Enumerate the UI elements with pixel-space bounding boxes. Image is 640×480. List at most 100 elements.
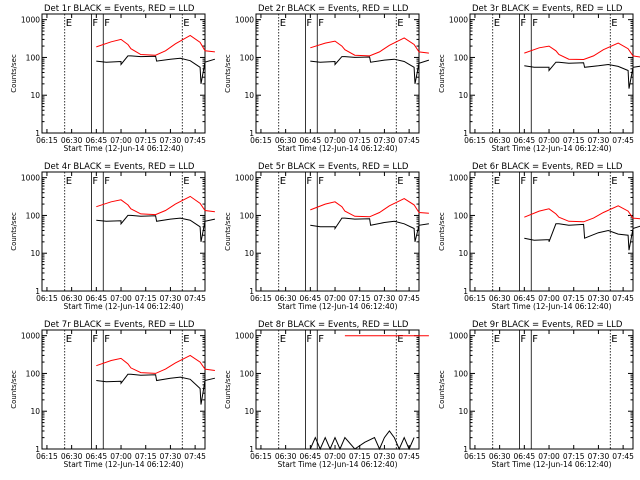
y-tick-label: 100 [454,369,469,378]
y-tick-label: 100 [26,211,41,220]
plot-frame [41,171,206,292]
x-tick-label: 06:45 [300,452,322,461]
x-tick-label: 07:00 [538,294,560,303]
x-tick-label: 07:30 [374,294,396,303]
series-lld [96,195,215,216]
x-axis-label: Start Time (12-Jun-14 06:12:40) [492,460,612,469]
marker-label: F [318,18,324,29]
y-tick-label: 1000 [21,332,40,341]
x-tick-label: 06:15 [464,136,486,145]
x-axis-label: Start Time (12-Jun-14 06:12:40) [492,302,612,311]
x-axis-label: Start Time (12-Jun-14 06:12:40) [64,460,184,469]
plot-frame [255,13,420,134]
plot-frame [255,171,420,292]
marker-label: E [397,176,403,187]
x-tick-label: 07:00 [324,136,346,145]
marker-label: E [66,334,72,345]
x-tick-label: 07:45 [612,452,634,461]
series-lld [524,42,640,61]
y-tick-label: 1 [35,287,40,296]
plot-frame [41,329,206,450]
x-tick-label: 07:00 [538,136,560,145]
y-tick-label: 10 [244,407,254,416]
x-tick-label: 07:30 [588,452,610,461]
panel-title: Det 5r BLACK = Events, RED = LLD [258,162,409,172]
marker-label: E [397,18,403,29]
x-tick-label: 06:45 [514,294,536,303]
y-tick-label: 1000 [21,174,40,183]
y-axis-label: Counts/sec [438,54,446,93]
y-tick-label: 1000 [235,332,254,341]
x-tick-label: 07:15 [563,452,585,461]
y-tick-label: 100 [240,53,255,62]
x-tick-label: 07:00 [324,452,346,461]
panel-det-8: Det 8r BLACK = Events, RED = LLD 1 10 100 10… [224,320,429,469]
x-tick-label: 06:45 [514,452,536,461]
x-tick-label: 06:30 [489,452,511,461]
marker-label: E [611,334,617,345]
marker-label: E [66,18,72,29]
marker-label: F [520,18,526,29]
y-tick-label: 1000 [449,16,468,25]
marker-label: E [611,176,617,187]
series-events [96,214,216,242]
series-events [309,430,415,451]
y-tick-label: 10 [244,249,254,258]
x-tick-label: 06:45 [86,136,108,145]
x-axis-label: Start Time (12-Jun-14 06:12:40) [278,460,398,469]
marker-label: F [318,176,324,187]
marker-label: E [280,18,286,29]
y-axis-label: Counts/sec [10,370,18,409]
panel-title: Det 8r BLACK = Events, RED = LLD [258,320,409,330]
x-tick-label: 07:00 [110,136,132,145]
x-tick-label: 07:45 [612,136,634,145]
marker-label: F [318,334,324,345]
marker-label: F [92,176,98,187]
marker-label: F [104,334,110,345]
x-tick-label: 07:45 [184,452,206,461]
y-tick-label: 10 [30,249,40,258]
x-tick-label: 06:30 [275,294,297,303]
marker-label: F [92,334,98,345]
y-tick-label: 10 [244,91,254,100]
x-tick-label: 06:45 [300,294,322,303]
x-tick-label: 06:45 [86,452,108,461]
marker-label: E [280,334,286,345]
x-tick-label: 06:15 [464,294,486,303]
y-tick-label: 1 [249,287,254,296]
panel-title: Det 9r BLACK = Events, RED = LLD [472,320,623,330]
x-tick-label: 07:15 [135,452,157,461]
x-tick-label: 07:45 [398,452,420,461]
series-lld [310,198,429,218]
x-axis-label: Start Time (12-Jun-14 06:12:40) [278,302,398,311]
x-tick-label: 06:15 [36,452,58,461]
y-axis-label: Counts/sec [10,54,18,93]
marker-label: E [494,334,500,345]
x-tick-label: 07:15 [349,136,371,145]
y-axis-label: Counts/sec [224,212,232,251]
x-tick-label: 07:30 [588,294,610,303]
x-tick-label: 07:45 [184,136,206,145]
x-tick-label: 07:00 [110,452,132,461]
y-tick-label: 10 [458,249,468,258]
x-tick-label: 07:45 [184,294,206,303]
plot-frame [469,329,634,450]
x-tick-label: 07:00 [324,294,346,303]
x-tick-label: 07:30 [160,294,182,303]
marker-label: E [494,176,500,187]
series-lld [96,354,215,374]
x-tick-label: 06:30 [61,452,83,461]
x-tick-label: 07:30 [588,136,610,145]
y-tick-label: 10 [458,91,468,100]
marker-label: E [611,18,617,29]
x-axis-label: Start Time (12-Jun-14 06:12:40) [492,144,612,153]
y-tick-label: 100 [240,211,255,220]
y-tick-label: 1 [463,287,468,296]
x-tick-label: 06:15 [250,136,272,145]
y-tick-label: 1000 [235,16,254,25]
marker-label: E [183,176,189,187]
plot-frame [469,171,634,292]
x-tick-label: 07:45 [612,294,634,303]
x-tick-label: 06:15 [250,452,272,461]
